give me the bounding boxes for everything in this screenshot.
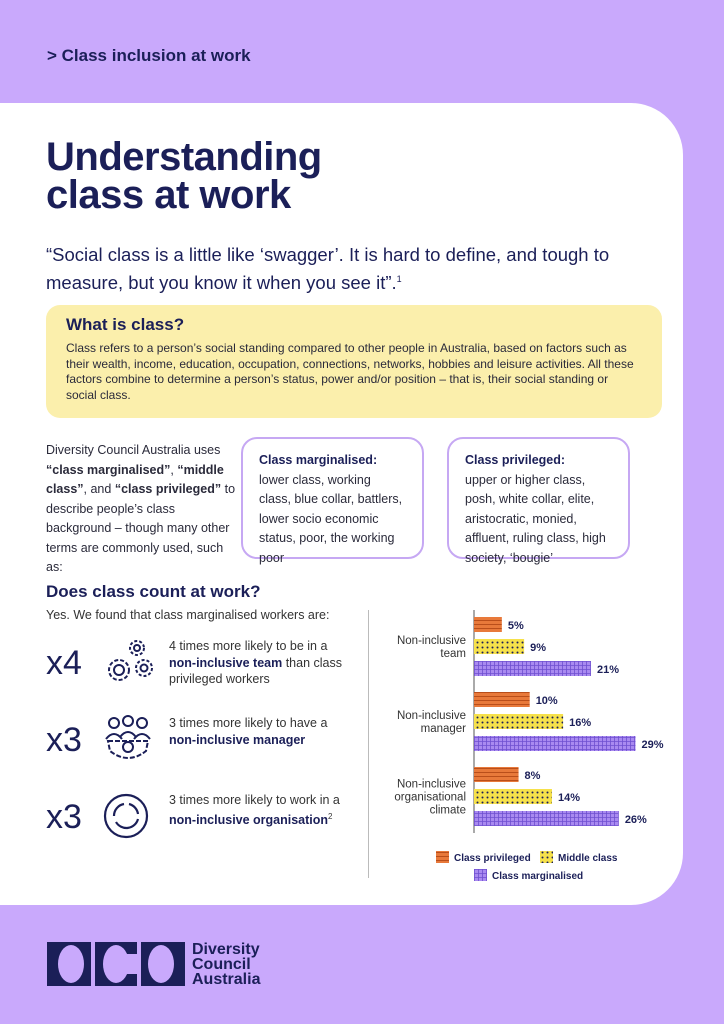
- bar-class-privileged: [474, 692, 530, 707]
- intro-text: to describe people’s class background – …: [46, 482, 236, 574]
- terms-intro: Diversity Council Australia uses “class …: [46, 441, 236, 578]
- what-is-class-body: Class refers to a person’s social standi…: [66, 341, 634, 402]
- team-gear-icon: [105, 715, 151, 759]
- bar-class-marginalised: [474, 736, 636, 751]
- data-label: 5%: [508, 620, 524, 632]
- bar-chart: Non-inclusiveteam5%9%21%Non-inclusiveman…: [394, 610, 664, 882]
- page-title: Understanding class at work: [46, 135, 322, 217]
- what-is-class-heading: What is class?: [66, 315, 185, 334]
- intro-term: “class privileged”: [114, 482, 222, 496]
- data-label: 26%: [625, 814, 647, 826]
- intro-text: ,: [170, 462, 178, 477]
- bar-class-privileged: [474, 617, 502, 632]
- section-intro: Yes. We found that class marginalised wo…: [46, 608, 330, 622]
- stat-description: 3 times more likely to work in a non-inc…: [169, 793, 340, 827]
- title-line-1: Understanding: [46, 135, 322, 179]
- intro-term: “middle class”: [46, 462, 224, 497]
- data-label: 8%: [525, 770, 541, 782]
- section-heading: Does class count at work?: [46, 582, 261, 601]
- category-label: Non-inclusive: [397, 779, 466, 791]
- category-label: Non-inclusive: [397, 635, 466, 647]
- dca-logo: [47, 942, 185, 986]
- category-label: climate: [430, 805, 466, 817]
- divider: [368, 610, 369, 878]
- stat-row: x4 4 times more likely to be in a non-in…: [46, 638, 356, 698]
- quote: “Social class is a little like ‘swagger’…: [46, 242, 666, 295]
- category-label: Non-inclusive: [397, 710, 466, 722]
- class-privileged-box: Class privileged: upper or higher class,…: [447, 437, 630, 565]
- bar-class-marginalised: [474, 811, 619, 826]
- data-label: 10%: [536, 695, 558, 707]
- stat-row: x3 3 times more likely to have a non-inc…: [46, 715, 356, 775]
- content-card: [0, 103, 683, 905]
- multiplier: x4: [46, 644, 82, 682]
- data-label: 9%: [530, 642, 546, 654]
- multiplier: x3: [46, 721, 82, 759]
- bar-middle-class: [474, 714, 564, 729]
- stat-description: 3 times more likely to have a non-inclus…: [169, 716, 328, 747]
- quote-text: “Social class is a little like ‘swagger’…: [46, 244, 610, 294]
- multiplier: x3: [46, 798, 82, 836]
- data-label: 14%: [558, 792, 580, 804]
- stat-row: x3 3 times more likely to work in a non-…: [46, 792, 356, 852]
- class-marginalised-box: Class marginalised: lower class, working…: [241, 437, 424, 565]
- legend-label: Class marginalised: [492, 871, 583, 882]
- intro-text: , and: [83, 482, 115, 496]
- intro-text: Diversity Council Australia uses: [46, 443, 221, 457]
- legend-label: Class privileged: [454, 853, 531, 864]
- data-label: 21%: [597, 664, 619, 676]
- bar-middle-class: [474, 789, 552, 804]
- category-label: manager: [421, 723, 467, 735]
- category-label: team: [440, 648, 466, 660]
- data-label: 29%: [642, 739, 664, 751]
- intro-term: “class marginalised”: [46, 462, 171, 477]
- term-body: lower class, working class, blue collar,…: [259, 472, 403, 565]
- what-is-class-box: What is class? Class refers to a person’…: [46, 305, 662, 418]
- breadcrumb: > Class inclusion at work: [47, 46, 251, 65]
- gears-icon: [108, 640, 153, 681]
- term-heading: Class privileged:: [465, 453, 566, 467]
- term-heading: Class marginalised:: [259, 453, 378, 467]
- legend-swatch: [436, 851, 449, 863]
- stat-description: 4 times more likely to be in a non-inclu…: [169, 639, 342, 686]
- data-label: 16%: [569, 717, 591, 729]
- logo-wordmark: Diversity Council Australia: [192, 941, 261, 988]
- bar-middle-class: [474, 639, 525, 654]
- legend-swatch: [474, 869, 487, 881]
- bar-class-privileged: [474, 767, 519, 782]
- term-body: upper or higher class, posh, white colla…: [465, 472, 606, 565]
- legend-label: Middle class: [558, 853, 618, 864]
- category-label: organisational: [394, 792, 466, 804]
- title-line-2: class at work: [46, 173, 291, 217]
- bar-class-marginalised: [474, 661, 591, 676]
- footnote-ref: 1: [396, 274, 402, 284]
- cycle-circle-icon: [103, 793, 149, 839]
- legend-swatch: [540, 851, 553, 863]
